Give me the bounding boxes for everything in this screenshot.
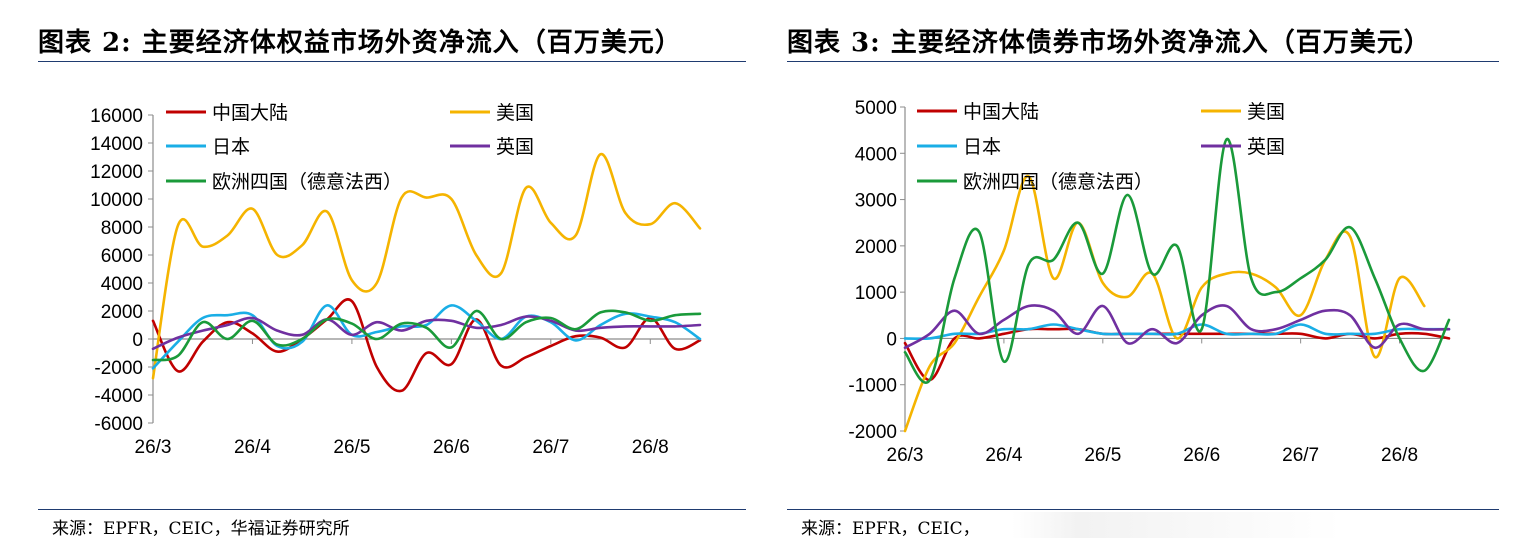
series-line-3 <box>903 304 1451 349</box>
x-tick-label: 26/5 <box>1084 445 1121 466</box>
y-tick-label: 2000 <box>101 302 143 323</box>
legend-label: 日本 <box>212 136 250 158</box>
x-tick-label: 26/7 <box>532 437 569 458</box>
y-tick-label: 16000 <box>90 106 143 127</box>
x-tick-label: 26/4 <box>234 437 271 458</box>
title-divider <box>38 61 746 62</box>
y-tick-label: 5000 <box>855 98 897 119</box>
source-note: 来源：EPFR，CEIC，华福证券研究所 <box>52 519 350 539</box>
source-fade <box>1012 512 1342 538</box>
legend-label: 英国 <box>1247 136 1285 158</box>
legend-label: 欧洲四国（德意法西） <box>212 171 402 193</box>
y-tick-label: -2000 <box>94 358 143 379</box>
legend-label: 欧洲四国（德意法西） <box>963 171 1153 193</box>
y-tick-label: 14000 <box>90 134 143 155</box>
y-tick-label: -6000 <box>94 414 143 435</box>
y-tick-label: 8000 <box>101 218 143 239</box>
x-tick-label: 26/5 <box>333 437 370 458</box>
series-line-1 <box>151 152 702 380</box>
x-tick-label: 26/6 <box>1183 445 1220 466</box>
bond-flows-panel: 图表 3: 主要经济体债券市场外资净流入（百万美元） -2000 -1000 0 10… <box>787 0 1499 557</box>
y-tick-label: 0 <box>132 330 143 351</box>
equity-flows-chart: -6000 -4000 -2000 0 2000 4000 6000 8000 10000 120… <box>90 102 702 458</box>
y-tick-label: 4000 <box>101 274 143 295</box>
legend-label: 美国 <box>1247 101 1285 123</box>
series-line-4 <box>903 138 1451 384</box>
y-tick-label: 6000 <box>101 246 143 267</box>
y-tick-label: -1000 <box>848 376 897 397</box>
source-note: 来源：EPFR，CEIC， <box>801 519 980 539</box>
series-line-3 <box>151 315 702 351</box>
legend-label: 中国大陆 <box>963 101 1039 123</box>
y-tick-label: 12000 <box>90 162 143 183</box>
y-tick-label: -2000 <box>848 422 897 443</box>
x-tick-label: 26/3 <box>135 437 172 458</box>
x-tick-label: 26/7 <box>1282 445 1319 466</box>
y-tick-label: 4000 <box>855 144 897 165</box>
series-line-2 <box>151 304 702 370</box>
series-line-0 <box>151 298 702 393</box>
chart-title: 图表 2: 主要经济体权益市场外资净流入（百万美元） <box>38 28 682 58</box>
source-divider <box>38 509 746 510</box>
x-tick-label: 26/6 <box>433 437 470 458</box>
bond-flows-chart: -2000 -1000 0 1000 2000 3000 4000 5000 26/3 26/4 2… <box>848 98 1451 466</box>
y-tick-label: 1000 <box>855 283 897 304</box>
source-divider <box>787 509 1499 510</box>
y-tick-label: -4000 <box>94 386 143 407</box>
equity-flows-panel: 图表 2: 主要经济体权益市场外资净流入（百万美元） -6000 -4000 -20… <box>38 0 746 557</box>
legend-label: 中国大陆 <box>212 102 288 124</box>
legend-label: 美国 <box>496 102 534 124</box>
y-tick-label: 0 <box>886 329 897 350</box>
x-tick-label: 26/3 <box>887 445 924 466</box>
y-tick-label: 3000 <box>855 191 897 212</box>
series-line-1 <box>903 175 1426 433</box>
legend-label: 英国 <box>496 136 534 158</box>
y-tick-label: 2000 <box>855 237 897 258</box>
chart-title: 图表 3: 主要经济体债券市场外资净流入（百万美元） <box>787 28 1431 58</box>
x-tick-label: 26/4 <box>985 445 1022 466</box>
x-tick-label: 26/8 <box>1381 445 1418 466</box>
series-line-4 <box>151 309 702 362</box>
y-tick-label: 10000 <box>90 190 143 211</box>
title-divider <box>787 61 1499 62</box>
legend-label: 日本 <box>963 136 1001 158</box>
x-tick-label: 26/8 <box>632 437 669 458</box>
